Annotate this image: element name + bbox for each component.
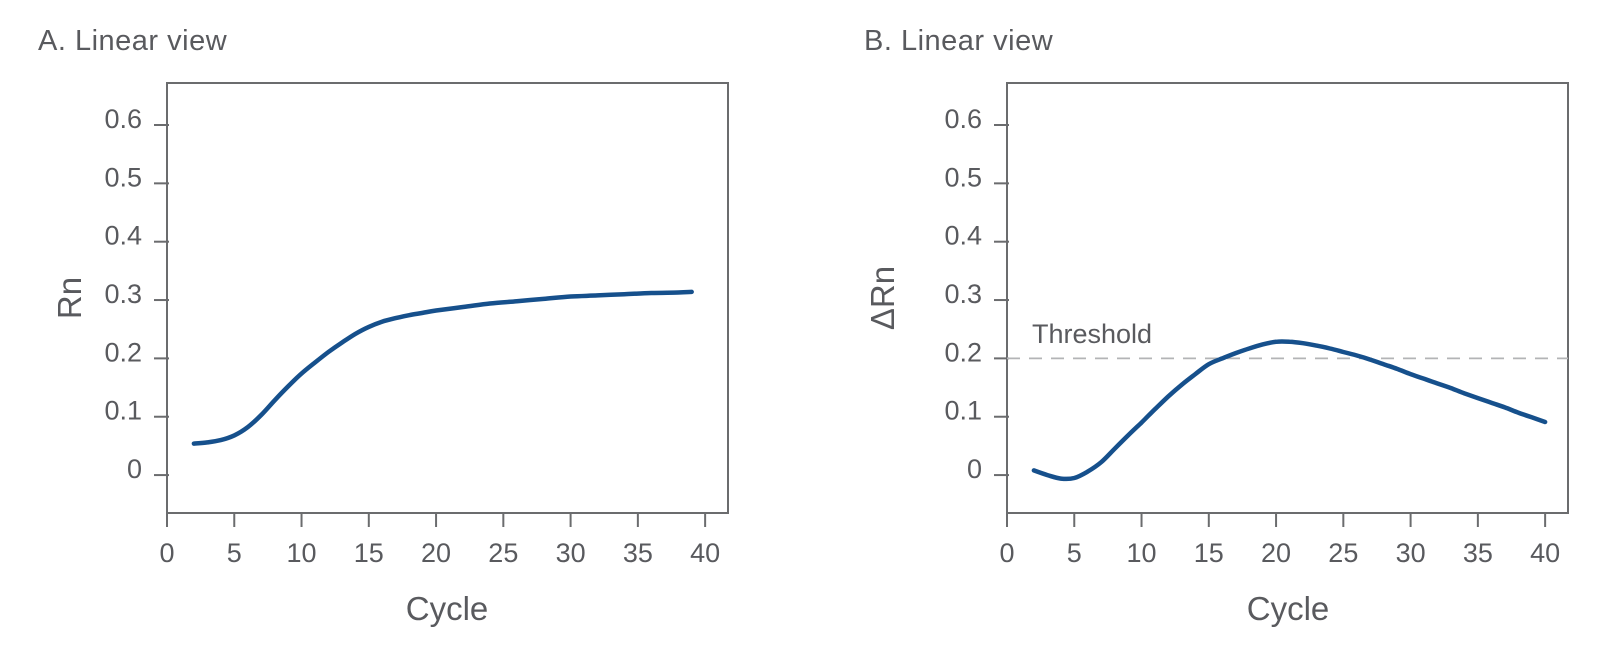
- panel-b-title: B. Linear view: [864, 25, 1054, 57]
- y-tick-label: 0.2: [944, 337, 982, 367]
- x-tick-label: 25: [1328, 538, 1358, 568]
- y-tick-label: 0.2: [104, 337, 142, 367]
- x-tick-label: 35: [1463, 538, 1493, 568]
- panel-a-y-axis-label: Rn: [51, 276, 88, 320]
- panel-a-plot: 0 5 10 15 20 25 30 35 40 0 0.1 0.2 0.3 0.4 0.5 0.6: [104, 82, 729, 568]
- y-tick-label: 0.4: [944, 221, 982, 251]
- amplification-curve-a: [191, 289, 694, 446]
- panel-b-y-axis-label: ΔRn: [864, 265, 901, 331]
- x-tick-label: 30: [1396, 538, 1426, 568]
- x-tick-label: 20: [421, 538, 451, 568]
- x-tick-label: 0: [999, 538, 1014, 568]
- plot-box: [1006, 82, 1569, 514]
- x-tick-label: 25: [488, 538, 518, 568]
- y-tick-label: 0: [127, 454, 142, 484]
- x-tick-label: 30: [556, 538, 586, 568]
- panel-a-x-axis-label: Cycle: [405, 590, 489, 627]
- y-tick-label: 0.5: [944, 162, 982, 192]
- y-tick-label: 0.6: [944, 104, 982, 134]
- x-tick-label: 40: [1530, 538, 1560, 568]
- x-tick-label: 0: [159, 538, 174, 568]
- x-tick-label: 5: [1067, 538, 1082, 568]
- y-tick-label: 0.5: [104, 162, 142, 192]
- panel-b-plot: 0 5 10 15 20 25 30 35 40 0 0.1 0.2 0.3 0.4 0.5 0.6: [944, 82, 1569, 568]
- x-tick-label: 10: [1127, 538, 1157, 568]
- x-tick-label: 15: [1194, 538, 1224, 568]
- y-tick-label: 0.6: [104, 104, 142, 134]
- x-tick-label: 5: [227, 538, 242, 568]
- plot-box: [166, 82, 729, 514]
- x-tick-label: 10: [287, 538, 317, 568]
- y-tick-label: 0.4: [104, 221, 142, 251]
- panel-b-x-axis-label: Cycle: [1246, 590, 1330, 627]
- y-tick-label: 0.1: [944, 396, 982, 426]
- y-tick-label: 0.1: [104, 396, 142, 426]
- y-tick-label: 0: [967, 454, 982, 484]
- y-tick-label: 0.3: [104, 279, 142, 309]
- x-tick-label: 15: [354, 538, 384, 568]
- x-tick-label: 40: [690, 538, 720, 568]
- threshold-label: Threshold: [1032, 319, 1153, 349]
- amplification-curve-b: [1031, 339, 1548, 482]
- panel-a-title: A. Linear view: [38, 25, 228, 57]
- x-tick-label: 20: [1261, 538, 1291, 568]
- x-tick-label: 35: [623, 538, 653, 568]
- y-tick-label: 0.3: [944, 279, 982, 309]
